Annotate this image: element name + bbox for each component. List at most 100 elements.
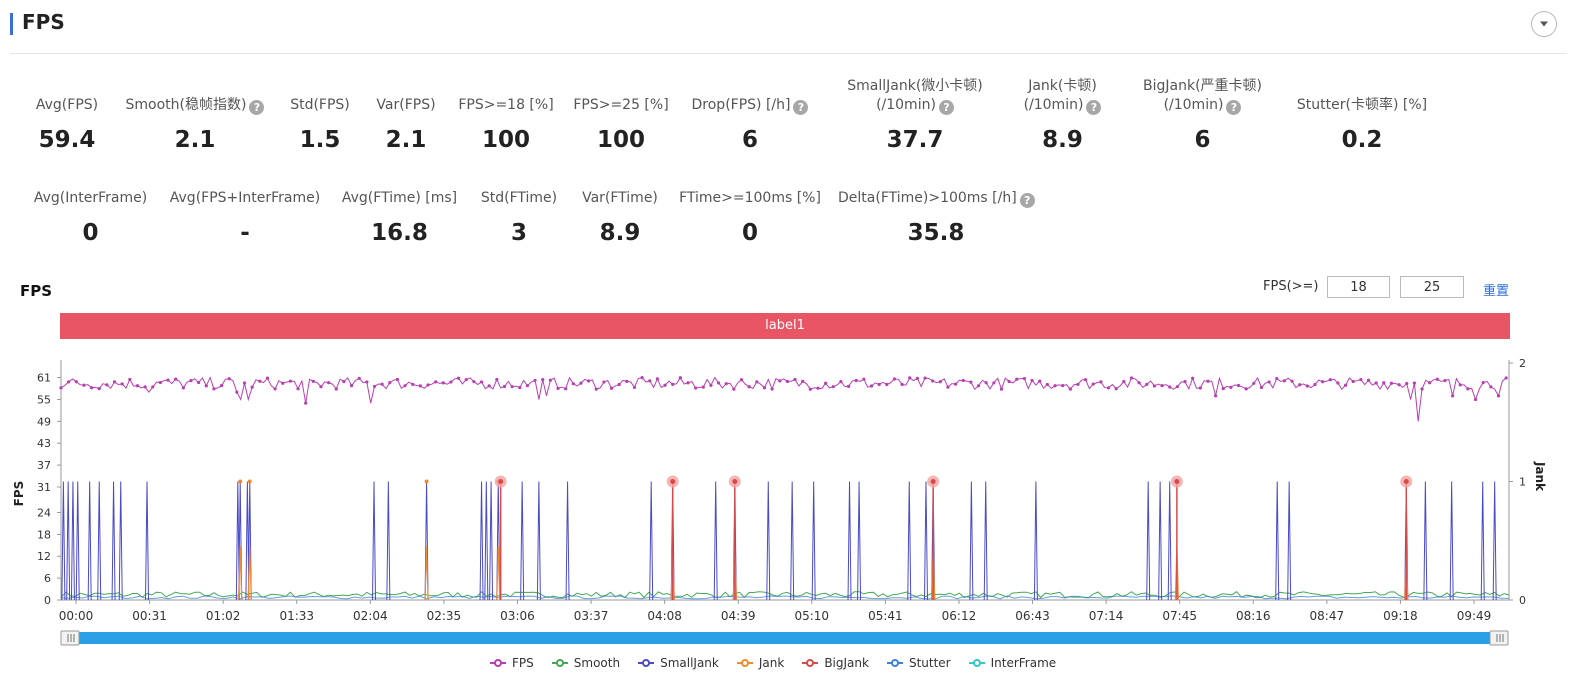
fps-point <box>1007 379 1011 384</box>
fps-point <box>571 382 575 386</box>
fps-point <box>1229 385 1233 389</box>
legend-swatch-icon <box>490 658 506 668</box>
legend-item-smalljank[interactable]: SmallJank <box>638 655 719 671</box>
fps-point <box>1366 378 1371 382</box>
smalljank-spike <box>87 481 92 601</box>
smalljank-spike <box>649 481 654 601</box>
fps-point <box>938 380 942 384</box>
help-icon[interactable]: ? <box>249 100 265 115</box>
legend-item-jank[interactable]: Jank <box>736 655 784 671</box>
fps-point <box>227 377 231 381</box>
fps-point <box>1015 377 1019 381</box>
legend-swatch-icon <box>736 658 753 668</box>
zoom-handle-right[interactable] <box>1489 630 1509 646</box>
fps-point <box>502 384 507 389</box>
metric-label-unit: (/10min)? <box>830 96 1000 115</box>
fps-point <box>808 387 812 391</box>
legend-item-interframe[interactable]: InterFrame <box>968 655 1056 671</box>
smalljank-spike <box>1492 481 1497 601</box>
metric-label: Avg(InterFrame) <box>33 190 148 206</box>
x-tick-label: 01:02 <box>206 609 241 623</box>
fps-point <box>961 378 965 383</box>
fps-point <box>892 377 897 381</box>
metric-label: Std(FTime) <box>480 190 558 206</box>
fps-point <box>846 384 851 388</box>
legend-label: SmallJank <box>660 656 719 670</box>
metric-value: 2.1 <box>385 127 427 153</box>
fps-point <box>1236 383 1241 388</box>
reset-button[interactable]: 重置 <box>1483 284 1510 299</box>
x-tick-label: 08:16 <box>1236 609 1271 623</box>
fps-point <box>1351 379 1355 384</box>
fps-point <box>671 382 675 386</box>
zoom-handle-left[interactable] <box>60 630 80 646</box>
fps-point <box>1183 380 1187 384</box>
fps-point <box>1213 394 1218 398</box>
fps-point <box>1382 381 1386 385</box>
fps-point <box>655 377 660 381</box>
collapse-toggle-icon[interactable] <box>1531 11 1557 37</box>
fps-point <box>265 376 270 380</box>
legend-item-fps[interactable]: FPS <box>490 655 534 671</box>
section-title: FPS <box>22 10 65 34</box>
metric-value: 0.2 <box>1341 127 1383 153</box>
fps-point <box>151 385 155 389</box>
fps-point <box>877 382 881 387</box>
y-tick-label: 61 <box>37 372 51 385</box>
legend-item-smooth[interactable]: Smooth <box>551 655 620 671</box>
fps-point <box>426 383 430 387</box>
fps-point <box>854 378 858 383</box>
fps-point <box>120 382 124 386</box>
fps-point <box>479 380 484 384</box>
threshold-low-input[interactable] <box>1327 276 1390 298</box>
fps-point <box>617 382 621 387</box>
fps-point <box>166 378 170 382</box>
help-icon[interactable]: ? <box>1019 193 1035 208</box>
fps-point <box>579 381 583 385</box>
metric-label: Var(FPS) <box>376 97 436 113</box>
metric-label: Smooth(稳帧指数)? <box>120 96 270 115</box>
fps-point <box>778 379 782 383</box>
metric-value: 0 <box>82 220 99 246</box>
fps-point <box>388 381 392 385</box>
fps-point <box>457 376 461 380</box>
metric-label: BigJank(严重卡顿) <box>1143 78 1262 94</box>
fps-point <box>67 380 71 384</box>
x-tick-label: 02:35 <box>427 609 462 623</box>
x-tick-label: 05:41 <box>868 609 903 623</box>
bigjank-point <box>732 479 738 484</box>
y-tick-label: 18 <box>37 528 51 541</box>
metric-label: Avg(FPS+InterFrame) <box>169 190 321 206</box>
fps-point <box>976 384 981 388</box>
fps-point <box>1152 384 1157 388</box>
help-icon[interactable]: ? <box>1086 100 1102 115</box>
y-tick-label: 12 <box>37 550 51 563</box>
smalljank-spike <box>1423 481 1428 601</box>
fps-point <box>434 380 438 384</box>
legend-item-bigjank[interactable]: BigJank <box>802 655 869 671</box>
zoom-slider-track[interactable] <box>62 632 1508 644</box>
smalljank-spike <box>386 481 391 601</box>
fps-point <box>732 387 736 391</box>
metric-value: 35.8 <box>907 220 965 246</box>
help-icon[interactable]: ? <box>938 100 954 115</box>
threshold-high-input[interactable] <box>1400 276 1464 298</box>
y2-tick-label: 0 <box>1519 594 1526 607</box>
fps-point <box>1083 378 1088 382</box>
label-band[interactable]: label1 <box>60 313 1510 339</box>
fps-point <box>801 379 805 383</box>
metric-label: Avg(FTime) [ms] <box>341 190 458 206</box>
legend-swatch-icon <box>886 658 903 668</box>
legend-item-stutter[interactable]: Stutter <box>886 655 951 671</box>
smalljank-spike <box>565 481 570 601</box>
y-tick-label: 49 <box>37 415 51 428</box>
fps-point <box>1198 386 1202 390</box>
fps-point <box>1045 382 1049 387</box>
fps-point <box>281 381 285 385</box>
help-icon[interactable]: ? <box>793 100 809 115</box>
fps-point <box>1099 380 1103 384</box>
help-icon[interactable]: ? <box>1226 100 1242 115</box>
metric-label: FTime>=100ms [%] <box>679 190 821 206</box>
metric-value: 0 <box>741 220 758 246</box>
